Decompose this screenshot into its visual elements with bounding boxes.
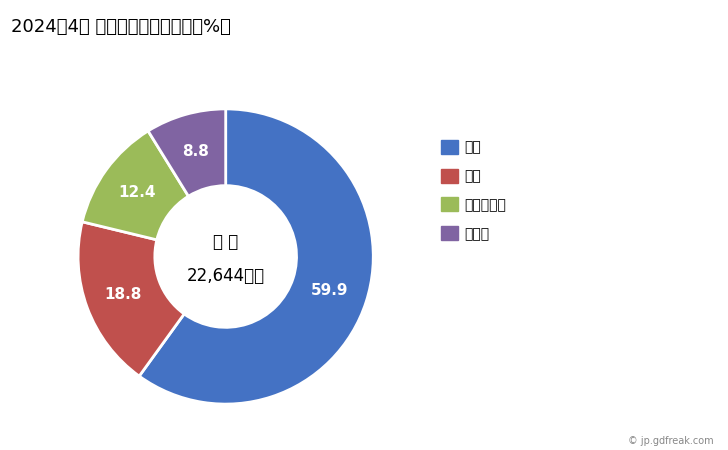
Text: 59.9: 59.9 <box>311 283 349 297</box>
Text: 12.4: 12.4 <box>119 185 156 200</box>
Wedge shape <box>139 109 373 404</box>
Wedge shape <box>78 222 184 376</box>
Text: 22,644万円: 22,644万円 <box>186 267 265 285</box>
Text: 2024年4月 輸出相手国のシェア（%）: 2024年4月 輸出相手国のシェア（%） <box>11 18 231 36</box>
Text: © jp.gdfreak.com: © jp.gdfreak.com <box>628 436 713 446</box>
Text: 8.8: 8.8 <box>183 144 209 159</box>
Text: 総 額: 総 額 <box>213 233 238 251</box>
Wedge shape <box>82 131 189 240</box>
Legend: 中国, 韓国, フィリピン, インド: 中国, 韓国, フィリピン, インド <box>435 134 513 246</box>
Text: 18.8: 18.8 <box>105 287 142 302</box>
Wedge shape <box>148 109 226 196</box>
